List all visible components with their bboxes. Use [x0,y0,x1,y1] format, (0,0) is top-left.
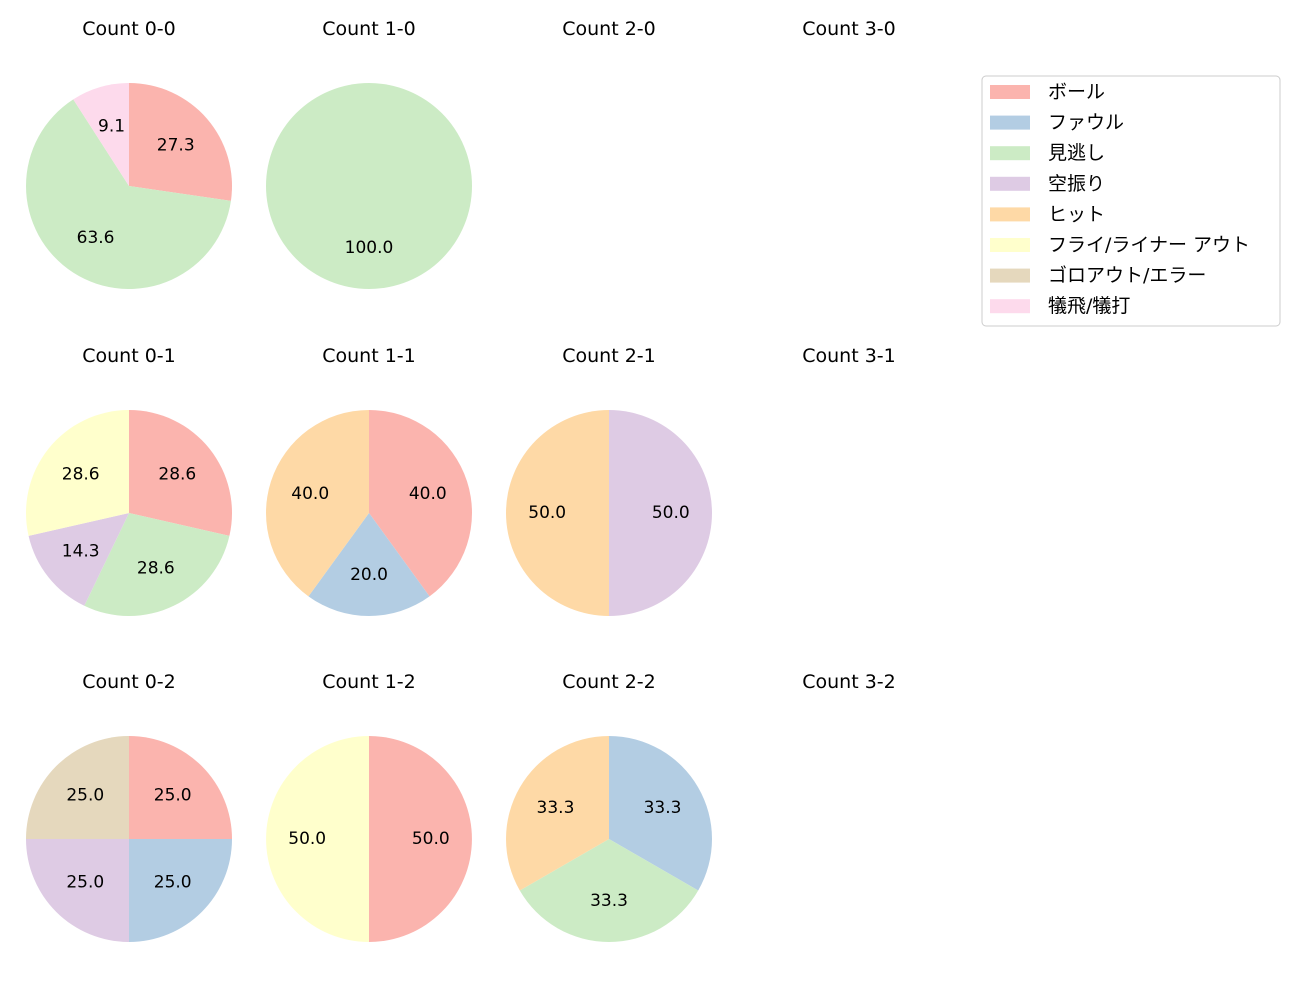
slice-label: 33.3 [644,798,682,818]
subplot-title: Count 0-1 [82,345,176,367]
pie-slice [266,83,472,289]
pie-slice [266,736,369,942]
pie-subplot: Count 1-2 50.0 50.0 [266,671,472,942]
legend-swatch [990,238,1030,252]
pie-slice [506,736,609,891]
pie-slice [73,82,129,186]
pie-subplot: Count 3-2 [802,671,896,693]
legend-swatch [990,299,1030,314]
legend-swatch [990,207,1030,222]
subplot-title: Count 1-2 [322,671,416,693]
pie-slice [369,410,472,597]
pie-subplot: Count 1-0 100.0 [266,18,472,289]
slice-label: 50.0 [652,503,690,523]
slice-label: 27.3 [157,136,195,156]
legend-swatch [990,146,1030,161]
subplot-title: Count 0-0 [82,18,176,40]
pie-slice [519,839,699,942]
legend-label: ファウル [1048,112,1124,134]
legend-swatch [990,85,1030,99]
pie-subplot: Count 1-1 40.0 20.0 40.0 [266,345,472,616]
pie-slice [129,410,233,536]
pie-slice [308,513,430,616]
pie-subplot: Count 2-2 33.3 33.3 33.3 [506,671,712,942]
legend-label: 空振り [1048,173,1105,195]
slice-label: 33.3 [590,891,628,911]
subplot-title: Count 0-2 [82,671,176,693]
legend-frame [981,75,1281,327]
slice-label: 100.0 [345,238,394,258]
pie-slice [26,839,129,942]
pie-subplot: Count 2-1 50.0 50.0 [506,345,712,616]
pie-subplot: Count 0-2 25.0 25.0 25.0 25.0 [26,671,232,942]
pie-slice [129,839,232,942]
legend-label: 見逃し [1048,142,1105,164]
slice-label: 20.0 [350,565,388,585]
legend-label: ゴロアウト/エラー [1048,265,1206,287]
legend-swatch [990,176,1030,191]
slice-label: 50.0 [412,829,450,849]
pie-slice [25,410,129,536]
legend-swatch [990,115,1030,130]
pie-subplot: Count 3-0 [802,18,896,40]
pie-slice [506,410,609,616]
pie-slice [129,83,233,201]
slice-label: 28.6 [62,464,100,484]
pie-slice [369,736,472,942]
legend-swatch [990,268,1030,283]
pie-subplot: Count 2-0 [562,18,656,40]
subplot-title: Count 3-1 [802,345,896,367]
slice-label: 40.0 [291,484,329,504]
pie-slice [26,736,129,839]
subplot-title: Count 1-0 [322,18,416,40]
pie-slice [28,513,129,606]
slice-label: 28.6 [137,559,175,579]
slice-label: 40.0 [409,484,447,504]
slice-label: 14.3 [62,542,100,562]
pie-slice [609,410,712,616]
legend-label: フライ/ライナー アウト [1048,234,1250,256]
slice-label: 33.3 [537,798,575,818]
pie-subplot: Count 0-1 28.6 28.6 14.3 28.6 [25,345,233,617]
slice-label: 25.0 [154,873,192,893]
subplot-title: Count 1-1 [322,345,416,367]
subplot-title: Count 2-1 [562,345,656,367]
pie-subplot: Count 0-0 27.3 63.6 9.1 [26,18,233,289]
slice-label: 25.0 [154,785,192,805]
legend-label: ヒット [1048,203,1105,225]
subplot-title: Count 2-0 [562,18,656,40]
slice-label: 25.0 [66,873,104,893]
slice-label: 25.0 [66,785,104,805]
slice-label: 63.6 [77,228,115,248]
legend-label: ボール [1048,81,1105,103]
subplot-title: Count 3-2 [802,671,896,693]
pie-slice [26,99,231,289]
pie-slice [266,410,369,597]
pie-slice [84,513,230,617]
pie-slice [129,736,232,839]
slice-label: 28.6 [158,464,196,484]
pie-slice [609,736,712,891]
legend-label: 犠飛/犠打 [1048,295,1130,317]
slice-label: 50.0 [288,829,326,849]
slice-label: 50.0 [528,503,566,523]
subplot-title: Count 2-2 [562,671,656,693]
subplot-title: Count 3-0 [802,18,896,40]
slice-label: 9.1 [98,117,125,137]
pie-subplot: Count 3-1 [802,345,896,367]
